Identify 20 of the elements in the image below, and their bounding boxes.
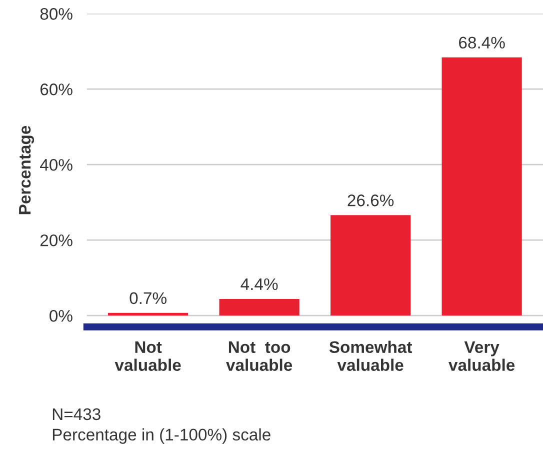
- data-label: 26.6%: [348, 194, 394, 206]
- bar: [442, 57, 522, 316]
- data-label: 0.7%: [130, 292, 166, 304]
- x-tick-label: Not valuable: [114, 341, 181, 371]
- y-tick-label: 60%: [40, 84, 72, 96]
- y-axis-title: Percentage: [19, 126, 34, 214]
- x-tick-label: Somewhat valuable: [329, 340, 412, 371]
- y-tick-label: 40%: [40, 158, 72, 171]
- x-tick-label: Very valuable: [448, 341, 515, 371]
- x-tick-label: Not too valuable: [226, 341, 292, 371]
- y-tick-label: 20%: [40, 234, 72, 246]
- text: Percentage in (1-100%) scale: [52, 428, 270, 444]
- data-label: 4.4%: [240, 278, 278, 290]
- y-tick-label: 80%: [40, 8, 72, 20]
- bar: [108, 312, 188, 316]
- bar: [219, 298, 300, 316]
- text: N=433: [52, 408, 100, 420]
- y-tick-label: 0%: [50, 310, 72, 322]
- bar: [330, 215, 411, 316]
- data-label: 68.4%: [459, 36, 505, 49]
